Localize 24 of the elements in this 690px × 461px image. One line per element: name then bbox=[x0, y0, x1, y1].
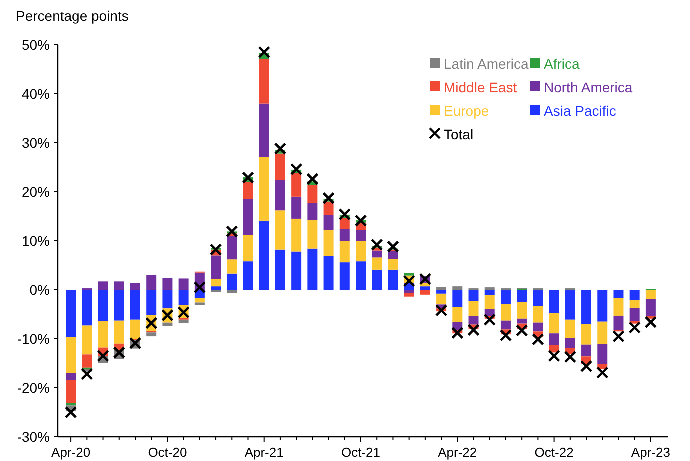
x-tick-label: Oct-22 bbox=[534, 445, 574, 460]
x-tick-label: Apr-22 bbox=[438, 445, 478, 460]
x-tick-label: Apr-23 bbox=[631, 445, 670, 460]
y-tick-label: 50% bbox=[22, 36, 50, 53]
y-tick-label: 20% bbox=[22, 184, 50, 200]
legend-label: Total bbox=[444, 126, 474, 142]
legend-label: Africa bbox=[544, 56, 580, 72]
x-tick-label: Oct-21 bbox=[341, 445, 381, 460]
y-tick-label: 40% bbox=[22, 86, 50, 102]
legend-label: Asia Pacific bbox=[544, 102, 616, 119]
legend-label: North America bbox=[544, 79, 633, 96]
y-tick-label: -30% bbox=[17, 428, 50, 445]
legend-label: Latin America bbox=[444, 56, 530, 72]
x-tick-label: Oct-20 bbox=[148, 445, 188, 460]
y-axis-title: Percentage points bbox=[16, 8, 129, 24]
x-tick-label: Apr-21 bbox=[244, 445, 284, 460]
legend-label: Europe bbox=[444, 102, 490, 119]
y-tick-label: -20% bbox=[17, 380, 50, 396]
y-tick-label: 0% bbox=[30, 282, 50, 298]
x-tick-label: Apr-20 bbox=[52, 445, 91, 460]
y-tick-label: -10% bbox=[17, 330, 50, 347]
y-tick-label: 10% bbox=[22, 232, 50, 249]
y-tick-label: 30% bbox=[22, 134, 50, 151]
legend-label: Middle East bbox=[444, 79, 518, 96]
